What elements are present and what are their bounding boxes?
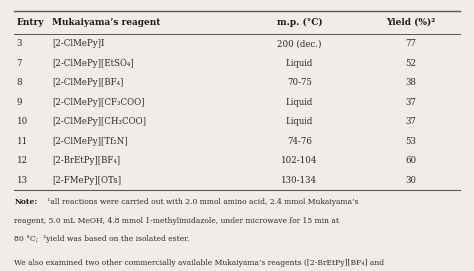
Text: 8: 8 bbox=[17, 78, 22, 87]
Text: Mukaiyama’s reagent: Mukaiyama’s reagent bbox=[52, 18, 161, 27]
Text: Note:: Note: bbox=[14, 198, 37, 206]
Text: 80 °C;  ²yield was based on the isolated ester.: 80 °C; ²yield was based on the isolated … bbox=[14, 235, 190, 243]
Text: 30: 30 bbox=[405, 176, 416, 185]
Text: [2-ClMePy][EtSO₄]: [2-ClMePy][EtSO₄] bbox=[52, 59, 134, 68]
Text: We also examined two other commercially available Mukaiyama’s reagents ([2-BrEtP: We also examined two other commercially … bbox=[14, 259, 384, 267]
Text: 9: 9 bbox=[17, 98, 22, 107]
Text: Entry: Entry bbox=[17, 18, 44, 27]
Text: 10: 10 bbox=[17, 117, 28, 126]
Text: Yield (%)²: Yield (%)² bbox=[386, 18, 436, 27]
Text: [2-BrEtPy][BF₄]: [2-BrEtPy][BF₄] bbox=[52, 156, 120, 165]
Text: Liquid: Liquid bbox=[286, 117, 313, 126]
Text: [2-ClMePy][CH₃COO]: [2-ClMePy][CH₃COO] bbox=[52, 117, 146, 126]
Text: 53: 53 bbox=[405, 137, 416, 146]
Text: Liquid: Liquid bbox=[286, 98, 313, 107]
Text: ¹all reactions were carried out with 2.0 mmol amino acid, 2.4 mmol Mukaiyama’s: ¹all reactions were carried out with 2.0… bbox=[45, 198, 358, 206]
Text: 130-134: 130-134 bbox=[282, 176, 318, 185]
Text: 200 (dec.): 200 (dec.) bbox=[277, 39, 322, 48]
Text: 7: 7 bbox=[17, 59, 22, 68]
Text: [2-ClMePy][Tf₂N]: [2-ClMePy][Tf₂N] bbox=[52, 137, 128, 146]
Text: 77: 77 bbox=[405, 39, 416, 48]
Text: 37: 37 bbox=[405, 117, 416, 126]
Text: [2-ClMePy][CF₃COO]: [2-ClMePy][CF₃COO] bbox=[52, 98, 145, 107]
Text: 60: 60 bbox=[405, 156, 416, 165]
Text: [2-FMePy][OTs]: [2-FMePy][OTs] bbox=[52, 176, 121, 185]
Text: 52: 52 bbox=[405, 59, 416, 68]
Text: 37: 37 bbox=[405, 98, 416, 107]
Text: [2-ClMePy][BF₄]: [2-ClMePy][BF₄] bbox=[52, 78, 124, 87]
Text: 102-104: 102-104 bbox=[281, 156, 318, 165]
Text: [2-ClMePy]I: [2-ClMePy]I bbox=[52, 39, 105, 48]
Text: m.p. (°C): m.p. (°C) bbox=[276, 18, 322, 27]
Text: Liquid: Liquid bbox=[286, 59, 313, 68]
Text: reagent, 5.0 mL MeOH, 4.8 mmol 1-methylimidazole, under microwave for 15 min at: reagent, 5.0 mL MeOH, 4.8 mmol 1-methyli… bbox=[14, 217, 339, 225]
Text: 13: 13 bbox=[17, 176, 27, 185]
Text: 70-75: 70-75 bbox=[287, 78, 312, 87]
Text: 12: 12 bbox=[17, 156, 27, 165]
Text: 3: 3 bbox=[17, 39, 22, 48]
Text: 38: 38 bbox=[405, 78, 416, 87]
Text: 74-76: 74-76 bbox=[287, 137, 312, 146]
Text: 11: 11 bbox=[17, 137, 28, 146]
